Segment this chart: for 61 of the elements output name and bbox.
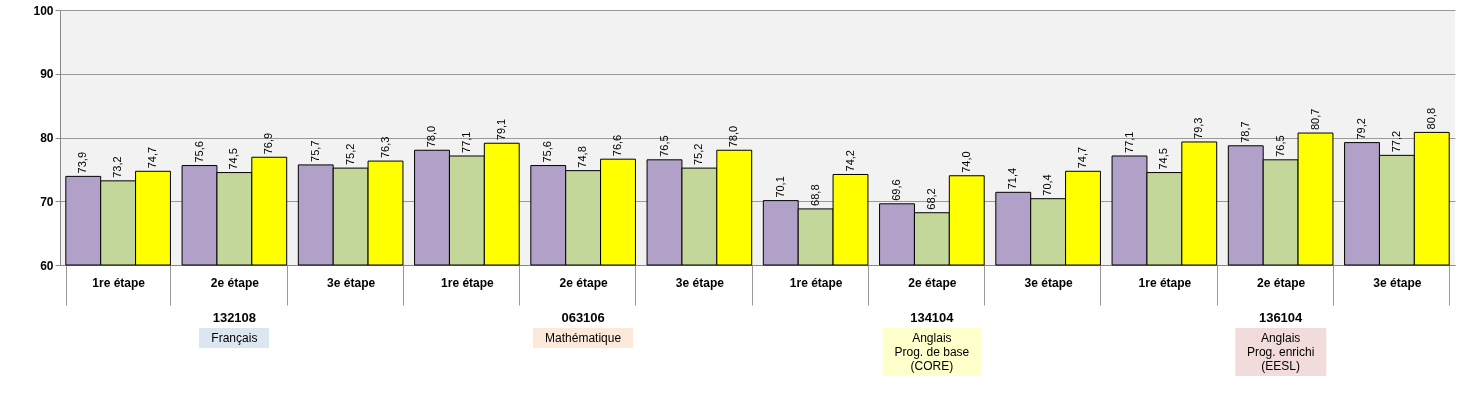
data-label: 76,9: [262, 132, 275, 155]
x-tick-label: 3e étape: [327, 275, 376, 290]
text: 132108: [212, 310, 257, 325]
text: Anglais Prog. enrichi (EESL): [1234, 328, 1327, 376]
text: 134104: [910, 310, 954, 325]
data-label: 75,6: [192, 141, 205, 163]
data-label: 73,2: [111, 156, 124, 178]
x-tick-label: 2e étape: [1257, 275, 1306, 290]
x-tick-label: 1re étape: [92, 275, 146, 290]
data-label: 76,3: [378, 136, 391, 159]
data-label: 69,6: [890, 179, 902, 201]
x-tick-label: 1re étape: [441, 275, 495, 290]
data-label: 76,6: [611, 134, 623, 157]
data-label: 68,2: [924, 188, 937, 210]
data-label: 75,2: [692, 143, 705, 166]
data-label: 78,0: [727, 125, 740, 148]
data-label: 80,7: [1308, 108, 1321, 131]
data-label: 74,7: [146, 146, 158, 169]
x-tick-label: 2e étape: [210, 275, 260, 290]
x-tick-label: 3e étape: [675, 275, 725, 290]
data-label: 70,1: [773, 176, 786, 198]
data-label: 74,0: [959, 151, 972, 173]
data-label: 79,3: [1192, 117, 1205, 139]
data-label: 75,2: [343, 143, 356, 166]
data-label: 70,4: [1041, 174, 1054, 196]
data-label: 76,5: [657, 135, 670, 157]
y-tick-label: 90: [40, 67, 54, 82]
data-label: 75,6: [541, 141, 554, 163]
data-label: 80,8: [1424, 107, 1437, 130]
text: Français: [199, 328, 270, 348]
x-tick-label: 1re étape: [1138, 275, 1192, 290]
data-label: 75,7: [308, 140, 321, 162]
data-label: 78,0: [425, 125, 437, 148]
text: Anglais Prog. de base (CORE): [882, 328, 982, 376]
text: 063106: [561, 310, 605, 325]
x-tick-label: 3e étape: [1373, 275, 1422, 290]
text: Mathématique: [533, 328, 634, 348]
x-tick-label: 2e étape: [908, 275, 957, 290]
x-tick-label: 2e étape: [559, 275, 608, 290]
data-label: 79,2: [1355, 118, 1367, 140]
data-label: 77,2: [1389, 130, 1402, 153]
data-label: 74,8: [576, 146, 589, 168]
data-label: 74,5: [227, 148, 240, 170]
x-tick-label: 1re étape: [789, 275, 843, 290]
data-label: 71,4: [1006, 167, 1019, 190]
data-label: 68,8: [808, 184, 821, 206]
y-tick-label: 70: [40, 194, 54, 209]
data-label: 74,5: [1157, 148, 1170, 170]
data-label: 77,1: [1122, 131, 1135, 153]
data-label: 77,1: [459, 131, 472, 153]
data-label: 76,5: [1273, 135, 1286, 157]
data-label: 78,7: [1238, 121, 1251, 143]
data-label: 74,2: [843, 150, 856, 172]
y-tick-label: 100: [33, 3, 54, 18]
y-tick-label: 60: [40, 258, 54, 273]
x-tick-label: 3e étape: [1024, 275, 1073, 290]
y-tick-label: 80: [40, 131, 54, 145]
data-label: 74,7: [1076, 146, 1088, 169]
data-label: 73,9: [76, 151, 89, 174]
data-label: 79,1: [494, 118, 507, 141]
text: 136104: [1258, 310, 1303, 325]
